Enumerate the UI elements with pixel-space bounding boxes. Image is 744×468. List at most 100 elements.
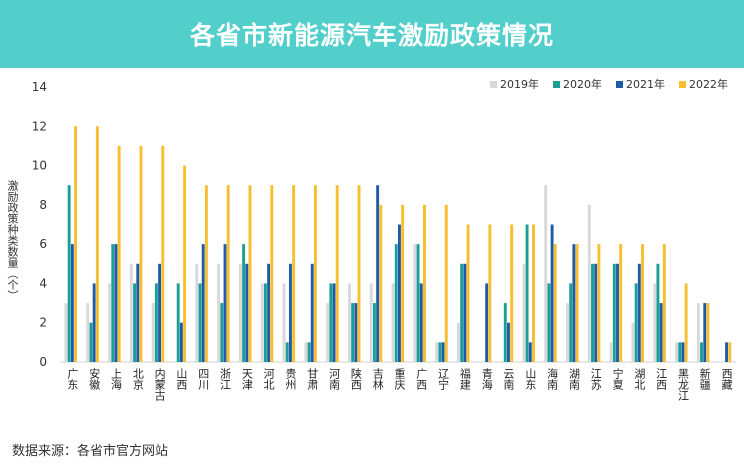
bar-2019年-湖北 <box>631 322 635 362</box>
bar-2022年-山西 <box>183 165 187 362</box>
bar-2021年-吉林 <box>376 185 380 362</box>
bar-2022年-四川 <box>204 185 208 362</box>
x-tick-label: 河南 <box>327 368 341 390</box>
bar-2021年-广东 <box>70 244 74 362</box>
bar-2020年-广西 <box>416 244 420 362</box>
x-tick-label: 浙江 <box>218 368 232 390</box>
x-tick-label: 宁夏 <box>611 368 625 390</box>
legend-label: 2019年 <box>500 78 539 91</box>
bar-2022年-西藏 <box>728 342 732 362</box>
x-tick-label: 青海 <box>480 368 494 390</box>
bar-2020年-广东 <box>67 185 71 362</box>
x-tick-label: 辽宁 <box>436 368 450 390</box>
bar-2022年-河北 <box>270 185 274 362</box>
bar-2021年-天津 <box>245 263 249 362</box>
bar-2019年-甘肃 <box>304 342 308 362</box>
bar-2021年-四川 <box>201 244 205 362</box>
bar-2022年-甘肃 <box>313 185 317 362</box>
bar-2019年-宁夏 <box>609 342 613 362</box>
chart-title: 各省市新能源汽车激励政策情况 <box>189 21 554 50</box>
bar-2021年-北京 <box>136 263 140 362</box>
x-tick-label: 安徽 <box>87 368 101 390</box>
x-tick-label: 山西 <box>174 368 188 390</box>
bar-2022年-浙江 <box>226 185 230 362</box>
bar-2020年-安徽 <box>89 322 93 362</box>
bar-2019年-福建 <box>457 322 460 362</box>
bar-2020年-内蒙古 <box>154 283 158 362</box>
x-tick-label: 内蒙古 <box>153 368 167 401</box>
bar-2021年-重庆 <box>398 224 401 362</box>
x-tick-label: 广东 <box>65 368 79 390</box>
title-banner: 各省市新能源汽车激励政策情况 <box>0 0 744 68</box>
bar-2020年-湖北 <box>634 283 638 362</box>
y-tick-label: 12 <box>32 119 47 133</box>
y-tick-label: 8 <box>39 198 47 212</box>
bar-2022年-宁夏 <box>619 244 623 362</box>
bar-2021年-广西 <box>419 283 423 362</box>
bar-2022年-重庆 <box>401 204 405 362</box>
bar-2020年-上海 <box>111 244 115 362</box>
legend-label: 2020年 <box>563 78 602 91</box>
bar-2019年-黑龙江 <box>675 342 678 362</box>
bar-2019年-北京 <box>129 263 133 362</box>
bar-2022年-湖北 <box>641 244 644 362</box>
bar-2019年-吉林 <box>369 283 373 362</box>
bar-2020年-陕西 <box>351 303 355 362</box>
bar-2020年-新疆 <box>700 342 703 362</box>
bar-2020年-宁夏 <box>612 263 616 362</box>
bar-2021年-黑龙江 <box>681 342 685 362</box>
bar-2019年-陕西 <box>347 283 351 362</box>
bar-2021年-浙江 <box>223 244 227 362</box>
bar-2019年-广西 <box>413 244 417 362</box>
bar-2022年-山东 <box>532 224 535 362</box>
bar-2021年-云南 <box>507 322 510 362</box>
bar-2021年-宁夏 <box>616 263 619 362</box>
x-tick-label: 北京 <box>131 368 145 390</box>
legend-item: 2022年 <box>679 76 728 92</box>
bar-2020年-黑龙江 <box>678 342 682 362</box>
bar-2021年-河北 <box>267 263 271 362</box>
bar-2019年-广东 <box>64 303 68 362</box>
bar-2019年-重庆 <box>391 283 395 362</box>
bar-2019年-浙江 <box>217 263 221 362</box>
bar-2022年-北京 <box>139 145 143 362</box>
bar-2021年-福建 <box>463 263 467 362</box>
x-tick-label: 云南 <box>502 368 516 390</box>
bar-2021年-山西 <box>179 322 183 362</box>
bar-2021年-甘肃 <box>310 263 314 362</box>
bar-2020年-浙江 <box>220 303 224 362</box>
bar-2022年-陕西 <box>357 185 361 362</box>
bar-2019年-贵州 <box>282 283 286 362</box>
data-source: 数据来源：各省市官方网站 <box>12 444 169 459</box>
bar-2022年-内蒙古 <box>161 145 165 362</box>
bar-2020年-北京 <box>133 283 137 362</box>
bar-2022年-广东 <box>74 126 78 363</box>
bar-2019年-内蒙古 <box>151 303 155 362</box>
x-tick-label: 海南 <box>545 368 559 390</box>
legend-label: 2021年 <box>626 78 665 91</box>
x-tick-label: 福建 <box>458 368 472 390</box>
bar-2019年-上海 <box>108 283 112 362</box>
bar-2020年-山西 <box>176 283 180 362</box>
x-tick-label: 江苏 <box>589 368 603 390</box>
bar-2022年-海南 <box>553 244 557 362</box>
bar-2020年-吉林 <box>372 303 376 362</box>
bar-2022年-黑龙江 <box>684 283 688 362</box>
bar-2022年-青海 <box>488 224 492 362</box>
legend-swatch <box>616 80 623 88</box>
bar-2021年-湖北 <box>637 263 641 362</box>
bar-2021年-湖南 <box>572 244 576 362</box>
bar-2019年-河北 <box>260 283 264 362</box>
x-tick-label: 湖北 <box>632 368 646 390</box>
legend-label: 2022年 <box>689 78 728 91</box>
x-tick-label: 湖南 <box>567 368 581 390</box>
legend-item: 2020年 <box>553 76 602 92</box>
bar-2021年-贵州 <box>288 263 292 362</box>
bar-2021年-海南 <box>550 224 554 362</box>
bar-2020年-湖南 <box>569 283 573 362</box>
bar-2022年-吉林 <box>379 204 383 362</box>
bar-2021年-新疆 <box>703 303 707 362</box>
bar-2019年-江西 <box>653 283 657 362</box>
bar-2020年-辽宁 <box>438 342 442 362</box>
